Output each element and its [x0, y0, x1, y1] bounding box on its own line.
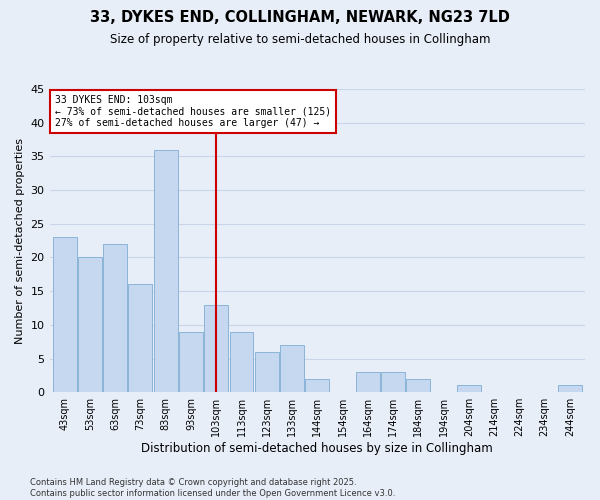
Bar [457, 386, 481, 392]
Bar [381, 372, 405, 392]
Bar [179, 332, 203, 392]
Text: Size of property relative to semi-detached houses in Collingham: Size of property relative to semi-detach… [110, 32, 490, 46]
Text: 33, DYKES END, COLLINGHAM, NEWARK, NG23 7LD: 33, DYKES END, COLLINGHAM, NEWARK, NG23 … [90, 10, 510, 25]
Bar [204, 304, 228, 392]
Bar [128, 284, 152, 392]
Y-axis label: Number of semi-detached properties: Number of semi-detached properties [15, 138, 25, 344]
Bar [230, 332, 253, 392]
Text: 33 DYKES END: 103sqm
← 73% of semi-detached houses are smaller (125)
27% of semi: 33 DYKES END: 103sqm ← 73% of semi-detac… [55, 95, 331, 128]
Bar [305, 378, 329, 392]
Bar [78, 258, 102, 392]
Bar [558, 386, 582, 392]
Bar [406, 378, 430, 392]
Bar [280, 345, 304, 392]
Bar [154, 150, 178, 392]
X-axis label: Distribution of semi-detached houses by size in Collingham: Distribution of semi-detached houses by … [142, 442, 493, 455]
Text: Contains HM Land Registry data © Crown copyright and database right 2025.
Contai: Contains HM Land Registry data © Crown c… [30, 478, 395, 498]
Bar [356, 372, 380, 392]
Bar [255, 352, 279, 392]
Bar [103, 244, 127, 392]
Bar [53, 237, 77, 392]
